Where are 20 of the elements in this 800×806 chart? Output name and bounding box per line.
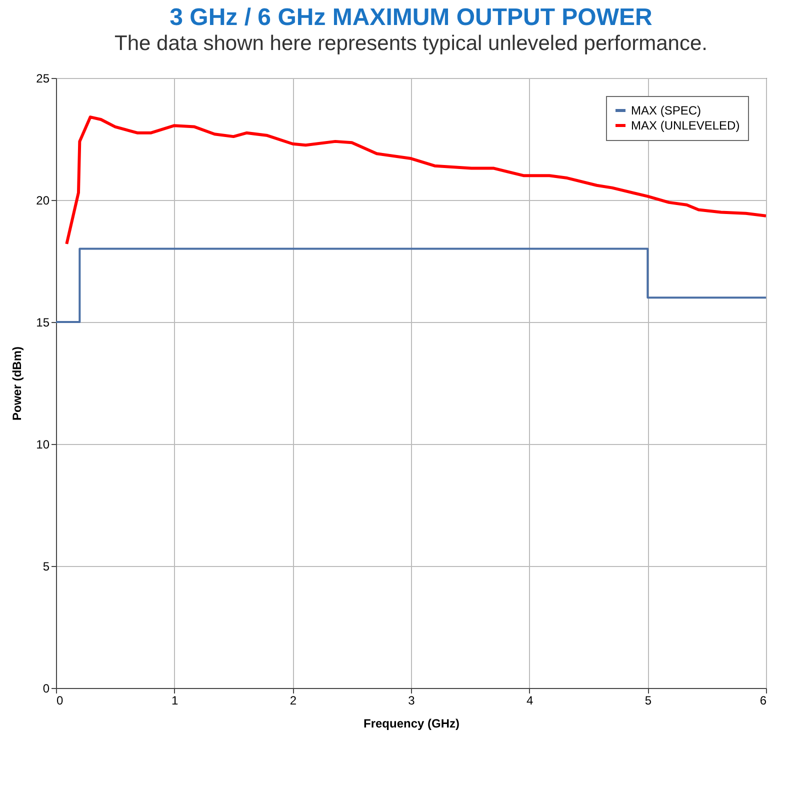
x-tick-label: 1: [171, 694, 178, 708]
y-tick-label: 20: [36, 194, 50, 208]
y-tick-label: 25: [36, 72, 50, 86]
y-axis-title: Power (dBm): [10, 346, 24, 421]
x-axis-title: Frequency (GHz): [363, 716, 460, 730]
x-tick-label: 6: [760, 694, 767, 708]
y-tick-label: 5: [42, 560, 50, 574]
x-tick-label: 0: [56, 694, 64, 708]
y-tick-label: 15: [36, 316, 50, 330]
x-tick-label: 3: [408, 694, 416, 708]
chart-subtitle: The data shown here represents typical unleveled performance.: [114, 32, 708, 55]
y-tick-label: 0: [42, 682, 50, 696]
line-series: [65, 116, 766, 246]
legend-label: MAX (SPEC): [631, 104, 702, 118]
y-tick-label: 10: [36, 438, 50, 452]
legend-label: MAX (UNLEVELED): [631, 118, 740, 132]
x-tick-label: 2: [290, 694, 297, 708]
chart-title: 3 GHz / 6 GHz MAXIMUM OUTPUT POWER: [170, 4, 652, 31]
x-tick-label: 4: [526, 694, 534, 708]
x-tick-label: 5: [644, 694, 652, 708]
